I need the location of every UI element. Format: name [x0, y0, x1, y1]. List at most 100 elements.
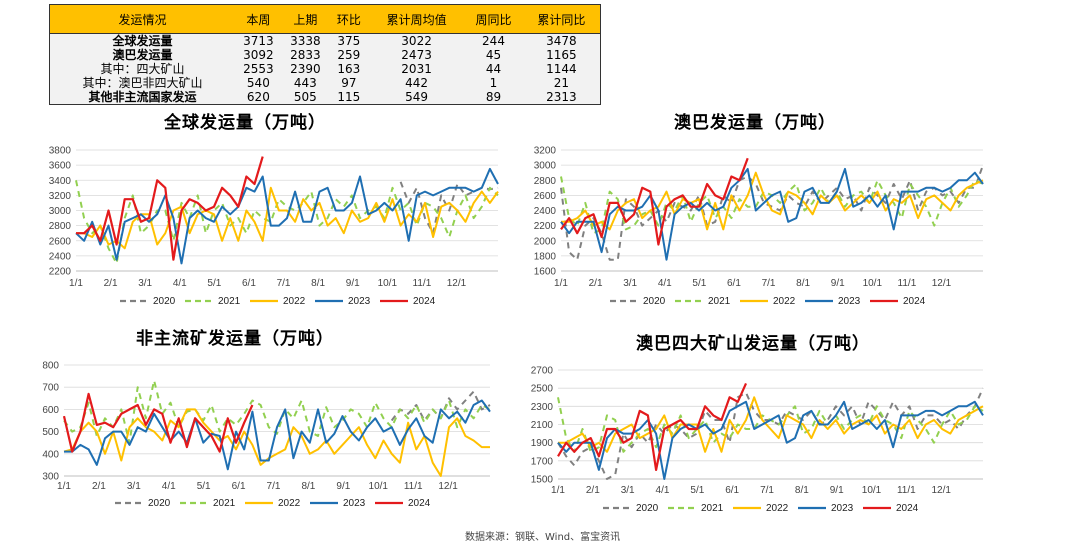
col-header: 累计同比 [522, 4, 601, 34]
legend-label: 2023 [343, 498, 366, 509]
cell: 115 [328, 90, 369, 105]
col-header: 环比 [328, 4, 369, 34]
legend-label: 2024 [408, 498, 431, 509]
series-line-2023 [557, 400, 984, 480]
x-tick-label: 10/1 [369, 481, 389, 492]
x-tick-label: 2/1 [104, 278, 118, 289]
x-tick-label: 1/1 [554, 278, 568, 289]
cell: 442 [368, 76, 465, 90]
y-tick-label: 2600 [49, 236, 72, 247]
row-label: 其中：澳巴非四大矿山 [49, 76, 235, 90]
row-label: 全球发运量 [49, 33, 235, 48]
y-tick-label: 2100 [531, 420, 554, 431]
aus-brazil-shipment-chart: 澳巴发运量（万吨） 1600 1800 2000 2200 2400 2600 2800 300… [534, 112, 984, 307]
y-tick-label: 1900 [531, 438, 554, 449]
legend-label: 2021 [213, 498, 236, 509]
y-tick-label: 2700 [531, 366, 554, 377]
x-tick-label: 3/1 [138, 278, 152, 289]
series-line-2024 [76, 156, 264, 261]
x-tick-label: 10/1 [863, 278, 883, 289]
cell: 259 [328, 48, 369, 62]
x-tick-label: 9/1 [346, 278, 360, 289]
chart-title: 澳巴四大矿山发运量（万吨） [636, 333, 870, 354]
x-tick-label: 12/1 [447, 278, 467, 289]
x-tick-label: 3/1 [127, 481, 141, 492]
x-tick-label: 5/1 [692, 278, 706, 289]
x-tick-label: 5/1 [197, 481, 211, 492]
y-tick-label: 2800 [534, 176, 557, 187]
legend-label: 2023 [348, 296, 371, 307]
x-tick-label: 6/1 [725, 485, 739, 496]
row-label: 澳巴发运量 [49, 48, 235, 62]
series-line-2023 [560, 167, 984, 261]
cell: 620 [234, 90, 282, 105]
series-line-2022 [558, 396, 984, 453]
cell: 3092 [234, 48, 282, 62]
y-tick-label: 2000 [534, 236, 557, 247]
y-tick-label: 2200 [534, 221, 557, 232]
x-tick-label: 11/1 [897, 485, 916, 496]
cell: 3338 [281, 33, 329, 48]
legend-label: 2021 [701, 503, 724, 514]
x-tick-label: 10/1 [862, 485, 882, 496]
global-shipment-chart: 全球发运量（万吨） 2200 2400 2600 2800 3000 3200 3400 360… [49, 112, 499, 307]
x-tick-label: 3/1 [623, 278, 637, 289]
x-tick-label: 12/1 [932, 278, 952, 289]
series-line-2024 [557, 382, 748, 471]
legend-label: 2023 [838, 296, 861, 307]
cell: 549 [368, 90, 465, 105]
y-tick-label: 3200 [534, 146, 557, 157]
series-line-2020 [560, 164, 984, 261]
legend-label: 2021 [708, 296, 731, 307]
series-line-2023 [64, 399, 491, 471]
y-tick-label: 2400 [49, 251, 72, 262]
x-tick-label: 3/1 [621, 485, 635, 496]
x-tick-label: 8/1 [795, 485, 809, 496]
legend-label: 2022 [278, 498, 301, 509]
cell: 375 [328, 33, 369, 48]
y-tick-label: 1700 [531, 456, 554, 467]
chart-title: 澳巴发运量（万吨） [674, 112, 836, 133]
series-line-2024 [560, 157, 749, 246]
y-tick-label: 3800 [49, 146, 72, 157]
x-tick-label: 7/1 [277, 278, 291, 289]
x-tick-label: 6/1 [242, 278, 256, 289]
x-tick-label: 5/1 [207, 278, 221, 289]
x-tick-label: 11/1 [413, 278, 432, 289]
y-tick-label: 2500 [531, 384, 554, 395]
y-tick-label: 3000 [49, 206, 72, 217]
y-tick-label: 500 [42, 427, 59, 438]
x-tick-label: 12/1 [931, 485, 951, 496]
x-tick-label: 9/1 [336, 481, 350, 492]
cell: 21 [522, 76, 601, 90]
cell: 45 [464, 48, 523, 62]
y-tick-label: 2300 [531, 402, 554, 413]
cell: 244 [464, 33, 523, 48]
x-tick-label: 1/1 [69, 278, 83, 289]
x-tick-label: 4/1 [162, 481, 176, 492]
cell: 44 [464, 62, 523, 76]
chart-title: 非主流矿发运量（万吨） [136, 328, 334, 349]
legend-label: 2024 [896, 503, 919, 514]
series-line-2024 [62, 392, 254, 453]
y-tick-label: 3000 [534, 161, 557, 172]
cell: 2390 [281, 62, 329, 76]
y-tick-label: 2400 [534, 206, 557, 217]
table-header-row: 发运情况 本周 上期 环比 累计周均值 周同比 累计同比 [49, 4, 601, 34]
series-line-2021 [63, 379, 491, 444]
big-four-miners-shipment-chart: 澳巴四大矿山发运量（万吨） 1500 1700 1900 2100 2300 2500 270… [531, 333, 984, 514]
x-tick-label: 6/1 [232, 481, 246, 492]
y-tick-label: 800 [42, 361, 59, 372]
cell: 2473 [368, 48, 465, 62]
row-label: 其中：四大矿山 [49, 62, 235, 76]
legend-label: 2022 [283, 296, 306, 307]
legend-label: 2020 [636, 503, 659, 514]
cell: 540 [234, 76, 282, 90]
data-source-note: 数据来源：钢联、Wind、富宝资讯 [465, 532, 621, 543]
col-header: 上期 [281, 4, 329, 34]
table-row: 其他非主流国家发运 620 505 115 549 89 2313 [49, 90, 601, 105]
col-header: 累计周均值 [368, 4, 465, 34]
y-tick-label: 700 [42, 383, 59, 394]
x-tick-label: 8/1 [796, 278, 810, 289]
cell: 97 [328, 76, 369, 90]
